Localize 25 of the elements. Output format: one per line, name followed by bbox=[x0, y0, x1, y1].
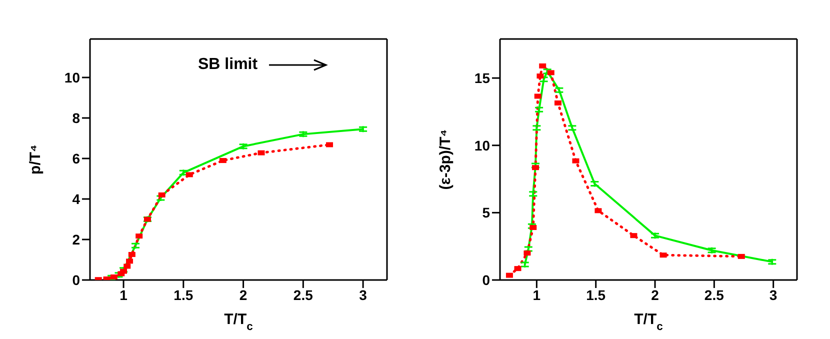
y-tick-label: 8 bbox=[72, 110, 80, 126]
y-tick-label: 5 bbox=[482, 204, 490, 221]
x-tick-label: 1 bbox=[532, 286, 541, 303]
y-tick-label: 10 bbox=[64, 69, 80, 86]
x-tick-label: 2.5 bbox=[293, 286, 314, 303]
y-tick-label: 0 bbox=[72, 272, 80, 288]
x-tick-label: 2 bbox=[239, 286, 248, 303]
x-axis-title: T/T$_{c}$ bbox=[224, 311, 253, 333]
y-tick-label: 2 bbox=[72, 231, 80, 248]
x-axis-title: T/T$_{c}$ bbox=[634, 311, 663, 333]
y-tick-label: 4 bbox=[72, 190, 80, 207]
x-tick-label: 3 bbox=[769, 286, 778, 303]
x-tick-label: 1.5 bbox=[586, 286, 606, 303]
y-axis-title: p/T⁴ bbox=[27, 144, 44, 174]
x-tick-label: 2.5 bbox=[704, 286, 724, 303]
x-tick-label: 1.5 bbox=[174, 286, 194, 303]
annotation: SB limit bbox=[198, 56, 258, 74]
y-tick-label: 10 bbox=[474, 137, 490, 154]
y-tick-label: 0 bbox=[482, 272, 490, 288]
y-tick-label: 6 bbox=[72, 150, 80, 166]
x-tick-label: 3 bbox=[359, 286, 368, 303]
x-tick-label: 1 bbox=[120, 286, 128, 303]
x-tick-label: 2 bbox=[651, 286, 660, 303]
y-tick-label: 15 bbox=[474, 70, 490, 86]
y-axis-title: (ε-3p)/T⁴ bbox=[437, 129, 454, 190]
